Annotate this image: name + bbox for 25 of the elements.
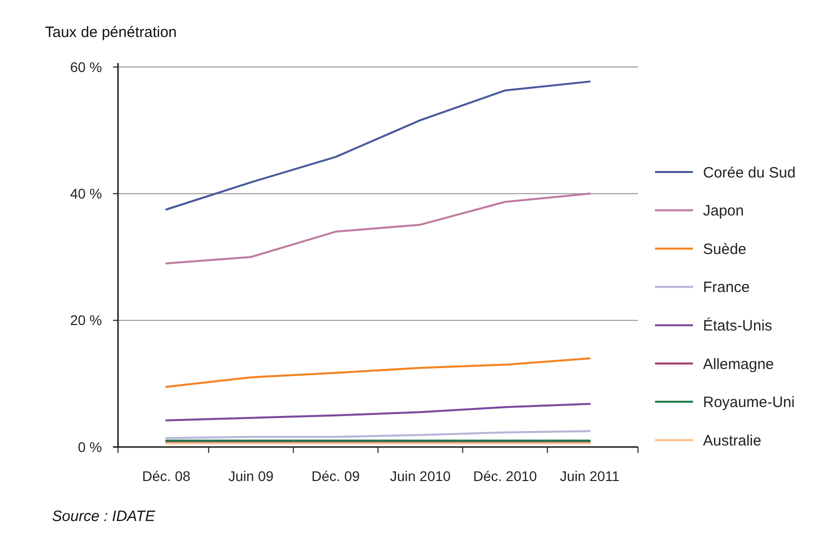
line-series (165, 192, 591, 264)
line-series (165, 402, 591, 422)
legend-label: Royaume-Uni (703, 394, 795, 412)
y-axis-title: Taux de pénétration (45, 24, 177, 41)
x-tick-label: Déc. 09 (312, 468, 360, 484)
y-tick-label: 40 % (70, 186, 102, 202)
y-tick-label: 0 % (78, 438, 102, 455)
legend-label: Allemagne (703, 356, 774, 373)
line-series (165, 80, 591, 210)
y-tick-label: 20 % (70, 312, 102, 328)
legend-label: Japon (703, 202, 744, 220)
line-series (165, 430, 591, 440)
x-tick-label: Juin 2010 (390, 468, 451, 484)
x-tick-label: Juin 2011 (560, 468, 620, 484)
legend-label: Suède (703, 240, 746, 258)
x-tick-label: Déc. 08 (142, 468, 191, 484)
legend-label: Corée du Sud (703, 164, 796, 182)
x-tick-label: Juin 09 (228, 468, 274, 484)
legend-label: États-Unis (703, 316, 772, 334)
line-series (165, 357, 591, 388)
legend-label: Australie (703, 432, 762, 450)
source-note: Source : IDATE (52, 508, 156, 525)
legend-label: France (703, 279, 750, 296)
y-tick-label: 60 % (70, 58, 102, 75)
x-tick-label: Déc. 2010 (473, 468, 538, 484)
